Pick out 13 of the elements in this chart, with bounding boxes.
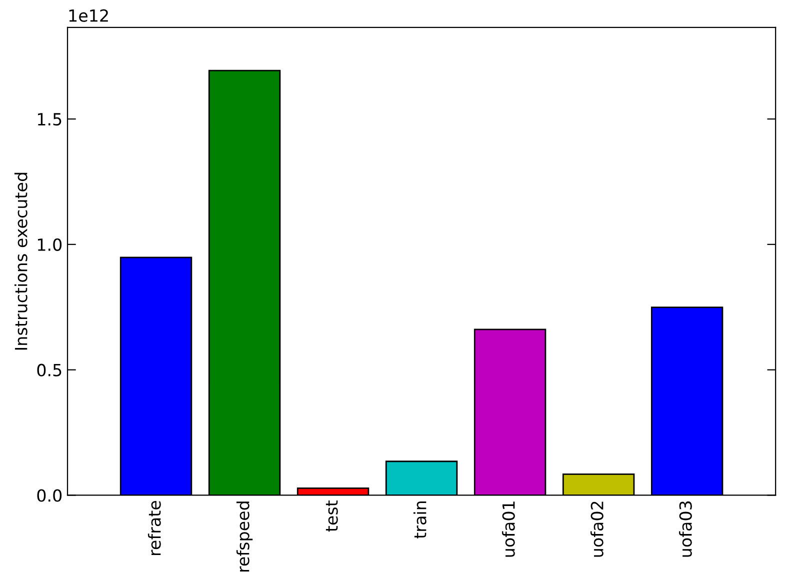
y-tick-label: 1.0 <box>38 238 62 251</box>
y-axis-title: Instructions executed <box>14 172 28 350</box>
y-tick-label: 1.5 <box>38 113 62 126</box>
x-tick-label: train <box>413 502 426 538</box>
x-tick-label: refspeed <box>236 502 253 572</box>
x-tick-label: uofa03 <box>679 501 692 557</box>
y-tick-label: 0.0 <box>37 489 62 502</box>
x-tick-label: uofa01 <box>502 502 515 557</box>
x-tick-label: refrate <box>148 500 161 556</box>
text: 1e12 <box>69 9 108 22</box>
y-tick-label: 0.5 <box>37 364 62 376</box>
x-tick-label: test <box>326 500 338 532</box>
x-tick-label: uofa02 <box>590 502 604 557</box>
